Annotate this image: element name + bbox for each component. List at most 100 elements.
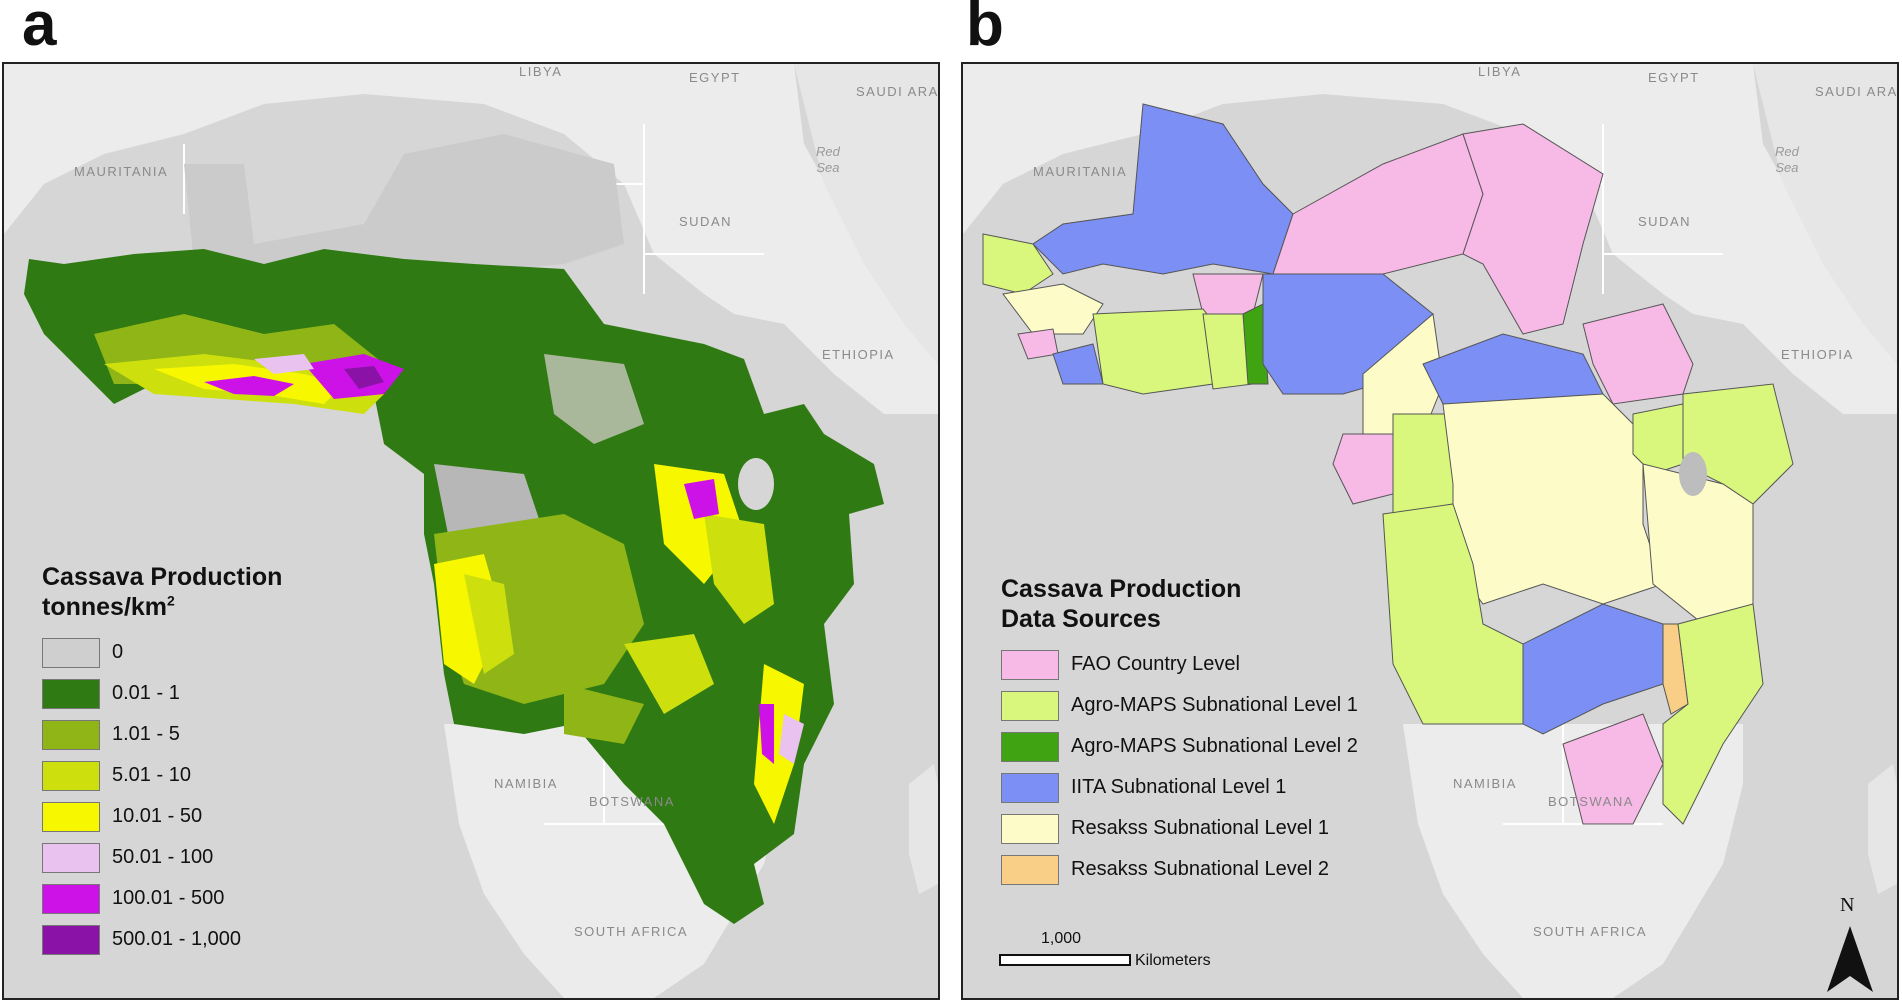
map-a-legend-label: 0.01 - 1 (112, 682, 180, 704)
zero-patch-east (544, 354, 644, 444)
label-red-sea: Red Sea (1775, 144, 1799, 175)
label-sudan: SUDAN (1638, 214, 1692, 229)
map-b-legend-label: Agro-MAPS Subnational Level 1 (1071, 694, 1358, 716)
map-a-legend-item: 50.01 - 100 (42, 837, 282, 878)
region-iita-liberia (1052, 343, 1104, 385)
map-a-legend-label: 100.01 - 500 (112, 887, 225, 909)
land-north-africa (963, 64, 1897, 414)
label-mauritania: MAURITANIA (1033, 164, 1128, 179)
label-sudan: SUDAN (679, 214, 733, 229)
label-egypt: EGYPT (1648, 70, 1700, 85)
legend-b-items: FAO Country Level Agro-MAPS Subnational L… (1001, 644, 1358, 890)
map-a-legend-item: 1.01 - 5 (42, 714, 282, 755)
lake-victoria (1679, 452, 1707, 496)
purple-nigeria (344, 366, 384, 389)
pink-west-africa (254, 354, 314, 374)
label-saudi: SAUDI ARA (856, 84, 939, 99)
map-a-legend-item: 100.01 - 500 (42, 878, 282, 919)
map-a-legend-swatch (42, 760, 100, 791)
zero-production-north (184, 134, 624, 274)
map-b-legend-label: Resakss Subnational Level 1 (1071, 817, 1329, 839)
region-agromaps-senegal (982, 233, 1054, 295)
map-a-legend-item: 10.01 - 50 (42, 796, 282, 837)
map-b-legend-item: Resakss Subnational Level 2 (1001, 849, 1358, 890)
land-madagascar (1868, 764, 1897, 894)
region-iita-zambia (1522, 603, 1664, 735)
label-libya: LIBYA (519, 64, 563, 79)
lime-west-congo (464, 574, 514, 674)
map-a-legend-label: 1.01 - 5 (112, 723, 180, 745)
map-b-legend-item: Agro-MAPS Subnational Level 2 (1001, 726, 1358, 767)
label-mauritania: MAURITANIA (74, 164, 169, 179)
map-a-legend-item: 0 (42, 632, 282, 673)
region-fao-burkina (1192, 273, 1264, 315)
region-agromaps-mozambique (1662, 603, 1764, 825)
map-a-legend-label: 10.01 - 50 (112, 805, 203, 827)
map-b-legend-swatch (1001, 690, 1059, 721)
region-resakss-guinea (1002, 283, 1104, 335)
map-b-legend-label: Agro-MAPS Subnational Level 2 (1071, 735, 1358, 757)
map-a-legend-label: 50.01 - 100 (112, 846, 214, 868)
land-southern-africa (1403, 724, 1743, 998)
region-agromaps-uganda (1632, 403, 1684, 475)
north-arrow-icon (1827, 926, 1873, 992)
region-fao-niger (1272, 133, 1484, 275)
map-b-legend-label: FAO Country Level (1071, 653, 1240, 675)
label-egypt: EGYPT (689, 70, 741, 85)
land-madagascar (909, 764, 938, 894)
map-b-legend-label: Resakss Subnational Level 2 (1071, 858, 1329, 880)
land-arabia (1753, 64, 1897, 364)
magenta-west-africa (204, 376, 294, 396)
map-a-legend-item: 0.01 - 1 (42, 673, 282, 714)
region-fao-zimbabwe (1562, 713, 1664, 825)
region-resakss-malawi (1662, 623, 1689, 715)
label-botswana: BOTSWANA (1548, 794, 1634, 809)
map-b-legend-label: IITA Subnational Level 1 (1071, 776, 1287, 798)
label-south-africa: SOUTH AFRICA (1533, 924, 1648, 939)
label-botswana: BOTSWANA (589, 794, 675, 809)
map-panel-a: LIBYA EGYPT SAUDI ARA MAURITANIA SUDAN E… (2, 62, 940, 1000)
legend-b-title: Cassava Production (1001, 575, 1242, 603)
map-a-canvas (4, 64, 938, 998)
map-b-legend-item: Resakss Subnational Level 1 (1001, 808, 1358, 849)
region-iita-mali (1032, 103, 1294, 275)
scale-bar-value: 1,000 (1041, 930, 1082, 947)
map-b-legend-item: IITA Subnational Level 1 (1001, 767, 1358, 808)
north-label: N (1840, 894, 1855, 916)
map-b-canvas (963, 64, 1897, 998)
label-ethiopia: ETHIOPIA (822, 347, 895, 362)
magenta-mozambique (759, 704, 774, 764)
panel-b-letter: b (966, 0, 1004, 59)
label-ethiopia: ETHIOPIA (1781, 347, 1854, 362)
map-panel-b: LIBYA EGYPT SAUDI ARA MAURITANIA SUDAN E… (961, 62, 1899, 1000)
map-a-legend-item: 500.01 - 1,000 (42, 919, 282, 960)
legend-a-title: Cassava Production (42, 563, 283, 591)
map-a-legend-label: 0 (112, 641, 124, 663)
map-a-legend-swatch (42, 924, 100, 955)
region-fao-sierra-leone (1017, 328, 1059, 360)
legend-b-title2: Data Sources (1001, 605, 1161, 633)
map-a-legend-swatch (42, 883, 100, 914)
map-a-legend-label: 5.01 - 10 (112, 764, 191, 786)
label-libya: LIBYA (1478, 64, 1522, 79)
map-b-legend-swatch (1001, 813, 1059, 844)
region-resakss-drc (1442, 393, 1664, 605)
map-b-legend-swatch (1001, 731, 1059, 762)
land-arabia (794, 64, 938, 364)
legend-a-items: 0 0.01 - 1 1.01 - 5 5.01 - 10 10.01 - 50 50.0… (42, 632, 282, 960)
legend-a: Cassava Production tonnes/km2 0 0.01 - 1 1… (42, 562, 282, 960)
lake-victoria (738, 458, 774, 510)
map-b-legend-item: Agro-MAPS Subnational Level 1 (1001, 685, 1358, 726)
map-a-legend-swatch (42, 801, 100, 832)
label-saudi: SAUDI ARA (1815, 84, 1898, 99)
label-south-africa: SOUTH AFRICA (574, 924, 689, 939)
map-a-legend-swatch (42, 637, 100, 668)
region-agromaps-ivory-coast (1092, 308, 1224, 395)
map-a-legend-item: 5.01 - 10 (42, 755, 282, 796)
map-a-legend-label: 500.01 - 1,000 (112, 928, 241, 950)
land-north-africa (4, 64, 938, 414)
map-b-legend-swatch (1001, 772, 1059, 803)
panel-a-letter: a (22, 0, 57, 59)
lime-tanzania-west (624, 634, 714, 714)
mid-green-zambia (564, 684, 644, 744)
